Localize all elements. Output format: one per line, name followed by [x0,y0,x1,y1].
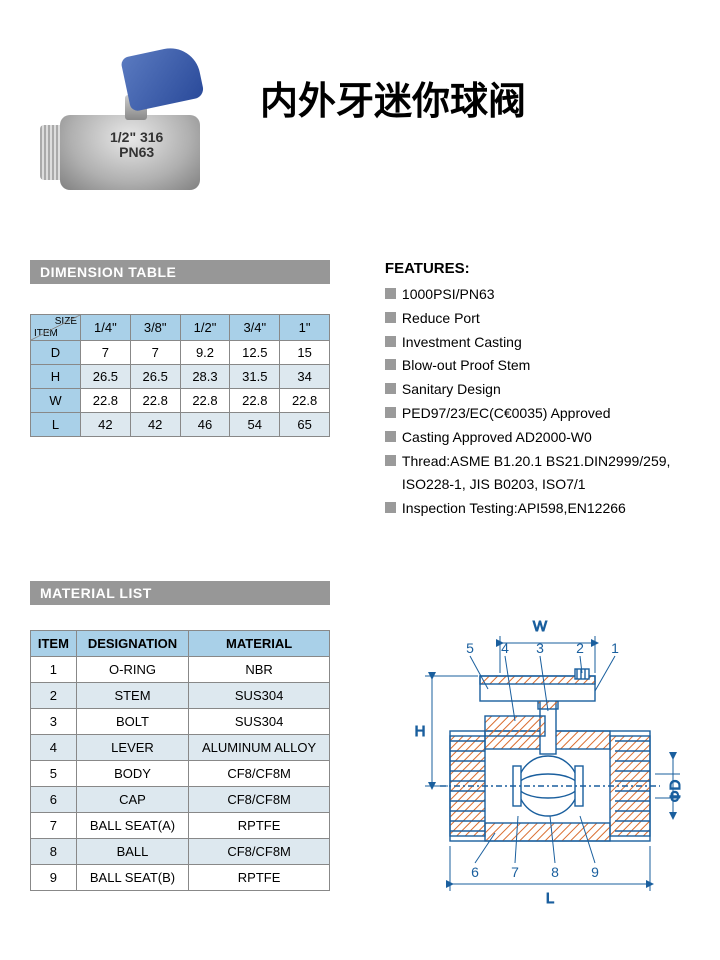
dim-h-label: H [415,723,426,740]
feature-item-continuation: ISO228-1, JIS B0203, ISO7/1 [385,473,690,497]
callout-number: 5 [466,640,474,656]
dim-size-col: 3/4" [230,315,280,341]
dim-size-col: 3/8" [130,315,180,341]
mat-hdr: ITEM [31,630,77,656]
callout-number: 1 [611,640,619,656]
bullet-icon [385,288,396,299]
feature-item: Thread:ASME B1.20.1 BS21.DIN2999/259, [385,450,690,474]
table-row: 4LEVERALUMINUM ALLOY [31,734,330,760]
table-row: 7BALL SEAT(A)RPTFE [31,812,330,838]
table-row: 8BALLCF8/CF8M [31,838,330,864]
table-row: H26.526.528.331.534 [31,365,330,389]
dimension-section-heading: DIMENSION TABLE [30,260,330,284]
features-heading: FEATURES: [385,260,690,277]
mat-hdr: MATERIAL [189,630,330,656]
callout-number: 8 [551,864,559,880]
feature-item: Sanitary Design [385,378,690,402]
dim-corner-item: ITEM [34,328,58,339]
dim-l-label: L [546,890,554,907]
table-row: 6CAPCF8/CF8M [31,786,330,812]
dim-size-col: 1/2" [180,315,230,341]
bullet-icon [385,383,396,394]
table-row: D779.212.515 [31,341,330,365]
callout-number: 3 [536,640,544,656]
feature-item: 1000PSI/PN63 [385,283,690,307]
mat-hdr: DESIGNATION [76,630,188,656]
callout-number: 4 [501,640,509,656]
feature-item: Blow-out Proof Stem [385,354,690,378]
table-row: 1O-RINGNBR [31,656,330,682]
feature-item: PED97/23/EC(C€0035) Approved [385,402,690,426]
dim-d-label: ΦD [667,779,684,802]
callout-number: 6 [471,864,479,880]
callout-number: 9 [591,864,599,880]
callout-number: 2 [576,640,584,656]
bullet-icon [385,431,396,442]
table-row: 3BOLTSUS304 [31,708,330,734]
page-title: 内外牙迷你球阀 [260,70,526,125]
dim-corner-size: SIZE [55,316,77,327]
bullet-icon [385,336,396,347]
table-row: 9BALL SEAT(B)RPTFE [31,864,330,890]
bullet-icon [385,312,396,323]
feature-item: Investment Casting [385,331,690,355]
feature-item: Casting Approved AD2000-W0 [385,426,690,450]
dim-size-col: 1" [280,315,330,341]
material-table: ITEM DESIGNATION MATERIAL 1O-RINGNBR2STE… [30,630,330,891]
feature-item: Inspection Testing:API598,EN12266 [385,497,690,521]
cross-section-diagram: W H L [380,581,690,921]
table-row: L4242465465 [31,413,330,437]
bullet-icon [385,455,396,466]
material-section-heading: MATERIAL LIST [30,581,330,605]
table-row: W22.822.822.822.822.8 [31,389,330,413]
dim-size-col: 1/4" [81,315,131,341]
features-list: 1000PSI/PN63Reduce PortInvestment Castin… [385,283,690,521]
dim-w-label: W [533,618,548,635]
dimension-table: SIZE ITEM 1/4" 3/8" 1/2" 3/4" 1" D779.21… [30,314,330,437]
table-row: 2STEMSUS304 [31,682,330,708]
marking-line2: PN63 [119,144,154,160]
bullet-icon [385,359,396,370]
table-row: 5BODYCF8/CF8M [31,760,330,786]
bullet-icon [385,502,396,513]
feature-item: Reduce Port [385,307,690,331]
product-photo: 1/2" 316 PN63 [30,20,230,220]
bullet-icon [385,407,396,418]
callout-number: 7 [511,864,519,880]
marking-line1: 1/2" 316 [110,129,163,145]
